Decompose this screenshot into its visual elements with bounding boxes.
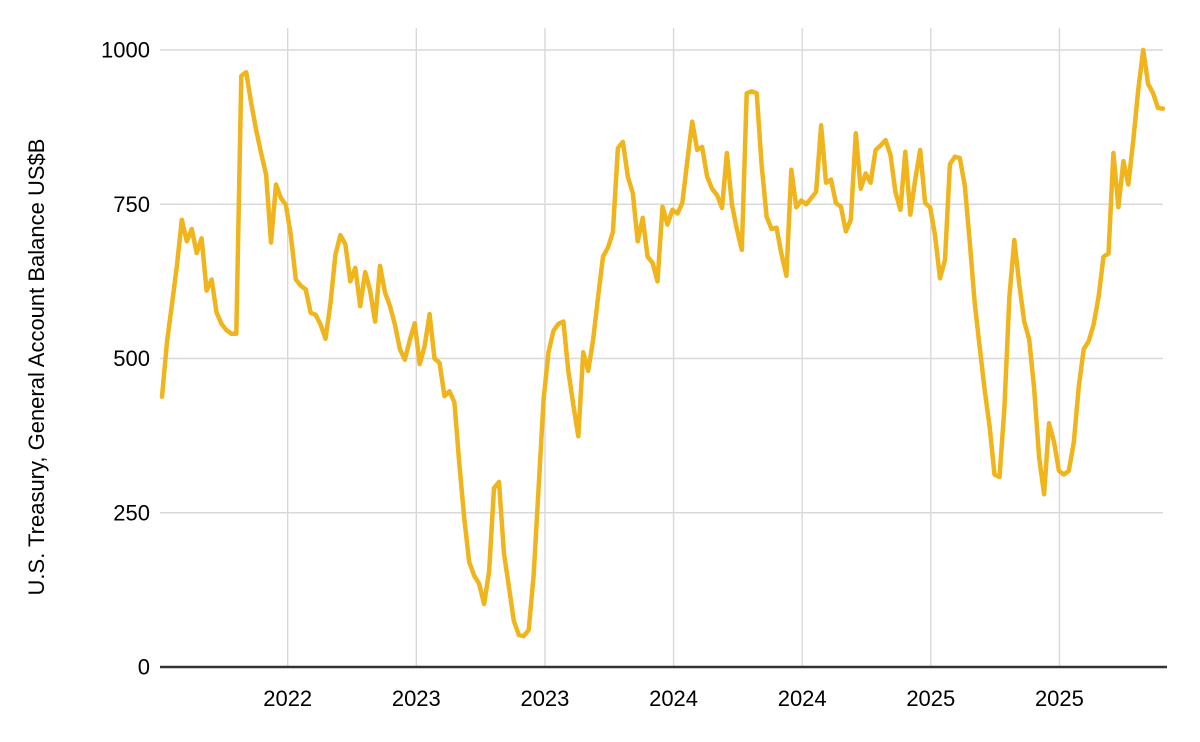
y-tick-label: 500 [113, 346, 150, 371]
x-tick-label: 2024 [778, 686, 827, 711]
x-tick-label: 2023 [392, 686, 441, 711]
y-tick-label: 1000 [101, 38, 150, 63]
x-tick-labels: 2022 2023 2023 2024 2024 2025 2025 [263, 686, 1084, 711]
y-tick-label: 0 [138, 655, 150, 680]
x-tick-label: 2025 [906, 686, 955, 711]
x-tick-label: 2025 [1035, 686, 1084, 711]
series-line-group [159, 47, 1166, 639]
gridlines [160, 28, 1163, 667]
y-axis-title: U.S. Treasury, General Account Balance U… [24, 139, 49, 596]
x-tick-label: 2022 [263, 686, 312, 711]
x-tick-label: 2024 [649, 686, 698, 711]
y-tick-labels: 0 250 500 750 1000 [101, 38, 150, 680]
series-line [159, 47, 1166, 639]
y-tick-label: 250 [113, 500, 150, 525]
y-tick-label: 750 [113, 192, 150, 217]
x-tick-label: 2023 [520, 686, 569, 711]
